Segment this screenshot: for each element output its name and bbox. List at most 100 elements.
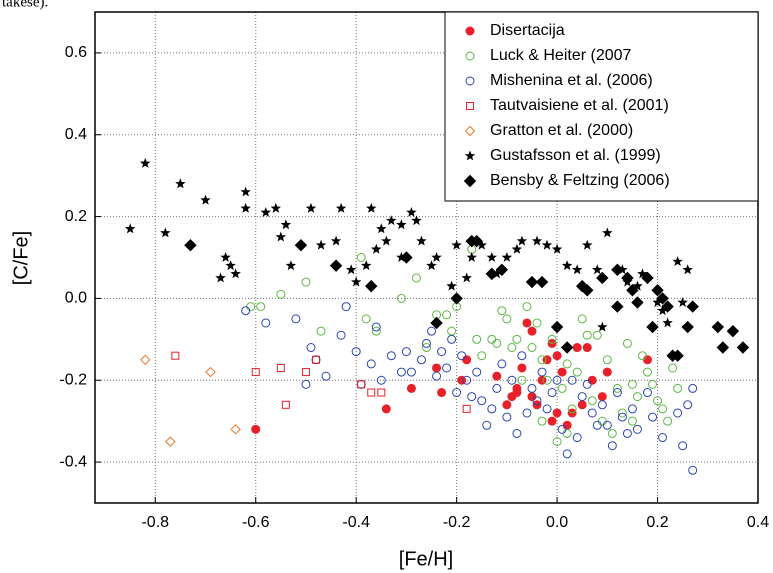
point: [497, 306, 507, 316]
point: [495, 263, 509, 276]
point: [516, 235, 528, 246]
point: [357, 380, 366, 389]
point: [175, 178, 186, 189]
point: [426, 260, 437, 271]
legend-label: Bensby & Feltzing (2006): [490, 172, 670, 189]
point: [311, 355, 321, 365]
point: [537, 367, 547, 377]
point: [365, 279, 378, 293]
point: [467, 392, 477, 402]
point: [472, 367, 482, 377]
point: [582, 379, 592, 389]
point: [316, 326, 326, 336]
point: [657, 305, 668, 316]
point: [688, 383, 698, 393]
point: [461, 272, 472, 283]
point: [294, 239, 308, 252]
point: [653, 396, 663, 406]
point: [432, 363, 442, 373]
point: [643, 355, 652, 365]
point: [371, 322, 381, 332]
point: [422, 338, 431, 348]
point: [607, 441, 617, 451]
point: [301, 277, 311, 287]
point: [567, 375, 577, 385]
point: [531, 235, 543, 246]
point: [270, 202, 281, 213]
y-tick-label: -0.2: [59, 371, 87, 388]
point: [537, 375, 547, 385]
point: [522, 408, 532, 418]
point: [315, 239, 327, 250]
point: [330, 235, 342, 246]
point: [726, 324, 740, 338]
point: [617, 408, 627, 418]
point: [367, 388, 376, 397]
point: [673, 408, 683, 418]
point: [220, 252, 231, 262]
point: [437, 347, 447, 357]
point: [602, 355, 612, 365]
point: [582, 239, 593, 250]
x-tick-label: -0.4: [342, 514, 370, 531]
point: [607, 428, 617, 438]
point: [560, 341, 574, 354]
point: [527, 326, 537, 336]
point: [597, 416, 607, 426]
point: [361, 260, 372, 271]
y-tick-label: -0.4: [59, 453, 87, 470]
point: [550, 320, 564, 334]
point: [251, 424, 261, 434]
point: [612, 388, 622, 398]
point: [225, 260, 236, 271]
point: [251, 368, 260, 377]
legend-label: Disertacija: [490, 22, 565, 39]
legend: Disertacija Luck & Heiter (2007 Mishenina …: [444, 11, 759, 202]
point: [597, 321, 608, 332]
point: [260, 207, 271, 217]
point: [427, 326, 437, 336]
point: [400, 251, 413, 264]
point: [351, 276, 362, 287]
point: [597, 392, 607, 402]
point: [422, 343, 431, 353]
series: [251, 318, 652, 434]
point: [256, 302, 266, 312]
point: [561, 260, 573, 271]
point: [492, 338, 502, 348]
point: [507, 343, 517, 353]
point: [430, 316, 443, 330]
point: [291, 314, 301, 324]
point: [477, 351, 487, 361]
point: [736, 341, 750, 354]
point: [285, 260, 297, 271]
point: [547, 416, 557, 426]
point: [381, 235, 392, 246]
point: [470, 234, 483, 248]
point: [165, 436, 176, 447]
point: [512, 334, 522, 344]
y-tick-label: 0.6: [65, 44, 87, 61]
legend-swatch: [465, 26, 475, 36]
point: [486, 252, 497, 262]
point: [507, 375, 517, 385]
point: [641, 271, 654, 285]
x-tick-label: 0.4: [747, 514, 769, 531]
point: [246, 302, 256, 312]
point: [371, 326, 381, 336]
point: [562, 428, 572, 438]
point: [542, 404, 552, 414]
point: [592, 330, 602, 340]
point: [512, 388, 522, 398]
point: [230, 268, 241, 279]
point: [472, 334, 482, 344]
point: [532, 396, 542, 406]
point: [632, 424, 642, 434]
point: [592, 420, 602, 430]
point: [547, 334, 557, 344]
point: [581, 284, 594, 297]
point: [261, 318, 271, 328]
point: [627, 404, 637, 414]
point: [622, 338, 632, 348]
